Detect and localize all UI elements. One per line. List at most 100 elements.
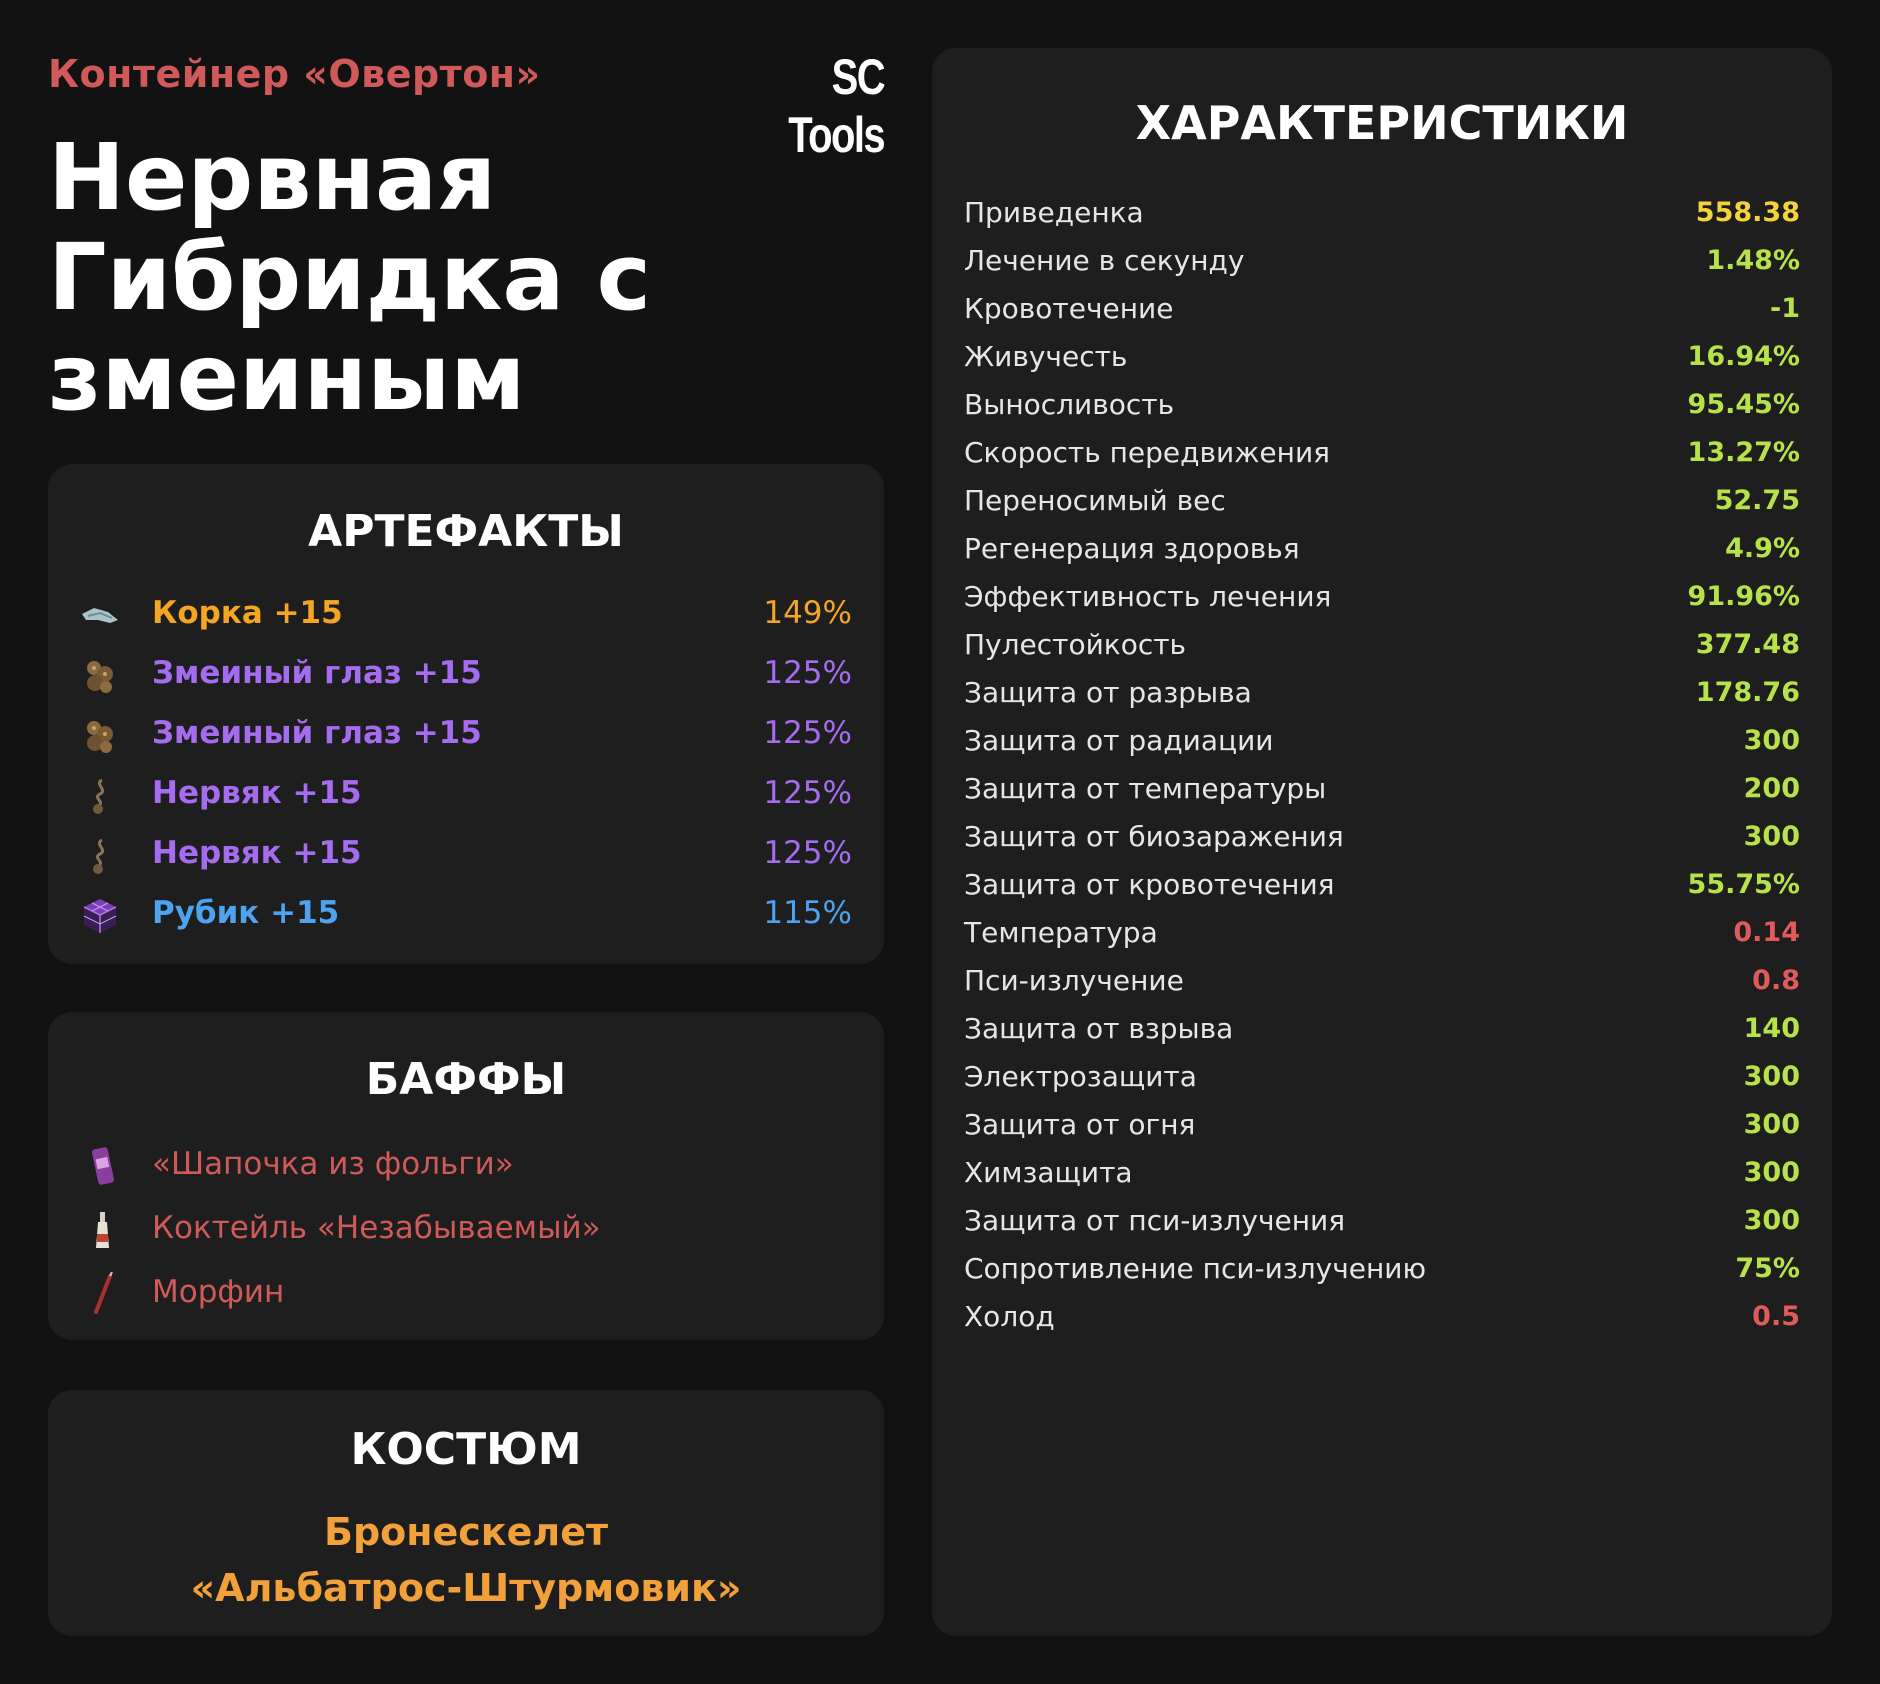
stat-label: Пси-излучение: [964, 963, 1184, 997]
stat-row: Защита от температуры 200: [964, 764, 1800, 812]
stat-label: Переносимый вес: [964, 483, 1226, 517]
stat-label: Приведенка: [964, 195, 1144, 229]
nervyak-artifact-icon: [93, 778, 105, 814]
snake-eye-artifact-icon: [87, 661, 113, 693]
korka-artifact-icon: [82, 608, 118, 623]
stat-row: Скорость передвижения 13.27%: [964, 428, 1800, 476]
snake-eye-artifact-icon: [87, 721, 113, 753]
stat-value: 4.9%: [1725, 532, 1800, 564]
buffs-list: «Шапочка из фольги» Коктейль «Незабываем…: [48, 1134, 884, 1326]
stat-value: 16.94%: [1687, 340, 1800, 372]
stat-row: Электрозащита 300: [964, 1052, 1800, 1100]
stat-value: -1: [1770, 292, 1800, 324]
stat-row: Эффективность лечения 91.96%: [964, 572, 1800, 620]
stat-label: Выносливость: [964, 387, 1175, 421]
stat-row: Выносливость 95.45%: [964, 380, 1800, 428]
stat-value: 300: [1743, 724, 1800, 756]
suit-name-line2: «Альбатрос-Штурмовик»: [190, 1566, 742, 1610]
stat-label: Пулестойкость: [964, 627, 1187, 661]
stat-value: 377.48: [1695, 628, 1800, 660]
stat-value: 300: [1743, 820, 1800, 852]
suit-name-line1: Бронескелет: [323, 1510, 609, 1554]
artifact-name: Змеиный глаз +15: [152, 655, 482, 691]
stat-label: Защита от радиации: [964, 723, 1274, 757]
stat-label: Электрозащита: [964, 1059, 1197, 1093]
stat-label: Температура: [964, 915, 1158, 949]
stat-row: Защита от кровотечения 55.75%: [964, 860, 1800, 908]
artifact-percent: 125%: [763, 715, 852, 751]
artifact-percent: 125%: [763, 775, 852, 811]
stat-label: Защита от взрыва: [964, 1011, 1234, 1045]
stat-row: Сопротивление пси-излучению 75%: [964, 1244, 1800, 1292]
stat-label: Живучесть: [964, 339, 1128, 373]
artifact-row[interactable]: Змеиный глаз +15 125%: [48, 646, 884, 706]
stat-value: 300: [1743, 1060, 1800, 1092]
suit-name[interactable]: Бронескелет «Альбатрос-Штурмовик»: [48, 1504, 884, 1616]
stat-value: 0.14: [1733, 916, 1800, 948]
stat-value: 300: [1743, 1108, 1800, 1140]
artifact-percent: 125%: [763, 655, 852, 691]
stat-label: Лечение в секунду: [964, 243, 1245, 277]
artifact-name: Нервяк +15: [152, 835, 362, 871]
brand-logo: SC Tools: [788, 49, 885, 163]
stat-row: Защита от радиации 300: [964, 716, 1800, 764]
stat-row: Живучесть 16.94%: [964, 332, 1800, 380]
stat-label: Регенерация здоровья: [964, 531, 1300, 565]
buff-row[interactable]: Коктейль «Незабываемый»: [48, 1198, 884, 1262]
stat-row: Приведенка 558.38: [964, 188, 1800, 236]
stat-label: Защита от огня: [964, 1107, 1196, 1141]
stat-row: Защита от взрыва 140: [964, 1004, 1800, 1052]
stat-value: 1.48%: [1706, 244, 1800, 276]
suit-panel: КОСТЮМ Бронескелет «Альбатрос-Штурмовик»: [48, 1390, 884, 1636]
artifact-name: Нервяк +15: [152, 775, 362, 811]
stat-value: 55.75%: [1687, 868, 1800, 900]
stat-label: Защита от пси-излучения: [964, 1203, 1346, 1237]
bottle-icon: [96, 1212, 109, 1248]
rubik-artifact-icon: [83, 899, 117, 933]
stat-row: Лечение в секунду 1.48%: [964, 236, 1800, 284]
stat-row: Регенерация здоровья 4.9%: [964, 524, 1800, 572]
stat-row: Кровотечение -1: [964, 284, 1800, 332]
stat-value: 558.38: [1695, 196, 1800, 228]
stat-label: Защита от биозаражения: [964, 819, 1344, 853]
stat-value: 0.8: [1752, 964, 1800, 996]
stat-row: Химзащита 300: [964, 1148, 1800, 1196]
stat-label: Защита от разрыва: [964, 675, 1252, 709]
stats-title: ХАРАКТЕРИСТИКИ: [1135, 96, 1629, 150]
stats-panel: ХАРАКТЕРИСТИКИ Приведенка 558.38 Лечение в…: [932, 48, 1832, 1636]
buffs-panel: БАФФЫ «Шапочка из фольги» Коктейль «Неза…: [48, 1012, 884, 1340]
artifact-row[interactable]: Змеиный глаз +15 125%: [48, 706, 884, 766]
stat-row: Пси-излучение 0.8: [964, 956, 1800, 1004]
stat-row: Защита от разрыва 178.76: [964, 668, 1800, 716]
stat-label: Защита от температуры: [964, 771, 1327, 805]
build-title: Нервная Гибридка с змеиным: [48, 124, 652, 431]
stat-label: Химзащита: [964, 1155, 1133, 1189]
stat-label: Эффективность лечения: [964, 579, 1332, 613]
buffs-title: БАФФЫ: [365, 1054, 567, 1105]
artifact-row[interactable]: Нервяк +15 125%: [48, 766, 884, 826]
container-label: Контейнер «Овертон»: [48, 52, 541, 96]
stat-value: 178.76: [1695, 676, 1800, 708]
stat-value: 91.96%: [1687, 580, 1800, 612]
artifact-row[interactable]: Рубик +15 115%: [48, 886, 884, 946]
stat-value: 140: [1743, 1012, 1800, 1044]
stats-list: Приведенка 558.38 Лечение в секунду 1.48% Кр…: [964, 188, 1800, 1340]
stat-label: Холод: [964, 1299, 1055, 1333]
nervyak-artifact-icon: [93, 838, 105, 874]
stat-row: Пулестойкость 377.48: [964, 620, 1800, 668]
artifact-percent: 149%: [763, 595, 852, 631]
artifact-row[interactable]: Нервяк +15 125%: [48, 826, 884, 886]
stat-value: 75%: [1735, 1252, 1800, 1284]
artifact-name: Змеиный глаз +15: [152, 715, 482, 751]
artifact-row[interactable]: Корка +15 149%: [48, 586, 884, 646]
buff-name: «Шапочка из фольги»: [152, 1146, 514, 1182]
artifacts-list: Корка +15 149% Змеиный глаз +15 125% Зме…: [48, 586, 884, 946]
artifact-name: Корка +15: [152, 595, 343, 631]
stat-value: 300: [1743, 1156, 1800, 1188]
buff-row[interactable]: «Шапочка из фольги»: [48, 1134, 884, 1198]
suit-title: КОСТЮМ: [350, 1424, 582, 1475]
stat-row: Температура 0.14: [964, 908, 1800, 956]
buff-row[interactable]: Морфин: [48, 1262, 884, 1326]
stat-row: Защита от пси-излучения 300: [964, 1196, 1800, 1244]
stat-label: Сопротивление пси-излучению: [964, 1251, 1427, 1285]
